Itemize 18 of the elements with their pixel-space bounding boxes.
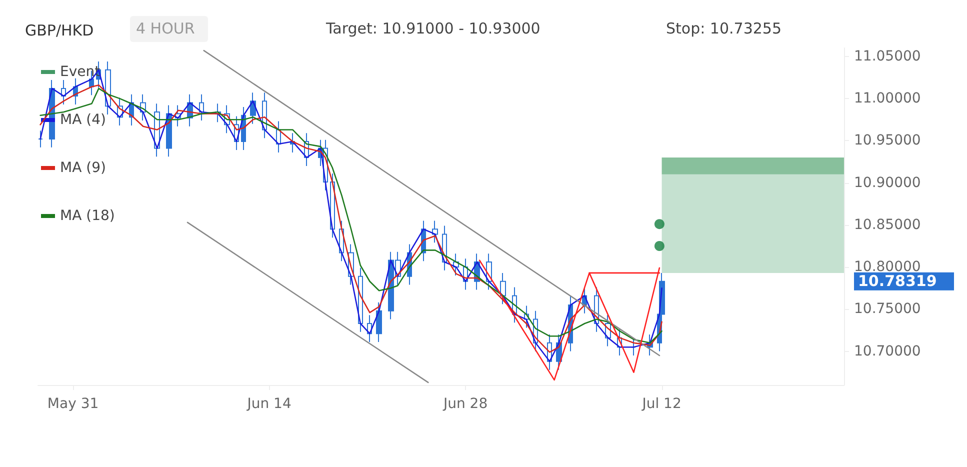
text: Target: 10.91000 - 10.93000	[325, 20, 540, 38]
chart-title: GBP/HKD	[25, 22, 94, 40]
legend-label: MA (9)	[60, 160, 106, 176]
y-tick-label: 10.90000	[854, 174, 921, 191]
x-tick-label: Jul 12	[641, 396, 682, 412]
legend-label: MA (4)	[60, 112, 106, 128]
x-tick-label: Jun 14	[246, 396, 292, 412]
y-tick-label: 10.70000	[854, 343, 921, 360]
y-tick-label: 10.95000	[854, 132, 921, 149]
x-tick-label: May 31	[47, 396, 99, 412]
legend-label: MA (18)	[60, 208, 115, 224]
x-tick-label: Jun 28	[442, 396, 488, 412]
y-tick-label: 10.85000	[854, 216, 921, 233]
y-tick-label: 11.00000	[854, 90, 921, 107]
y-tick-label: 10.75000	[854, 301, 921, 318]
chart-subtitle: 4 HOUR	[136, 20, 195, 38]
text: Stop: 10.73255	[666, 20, 782, 38]
y-tick-label: 11.05000	[854, 48, 921, 64]
